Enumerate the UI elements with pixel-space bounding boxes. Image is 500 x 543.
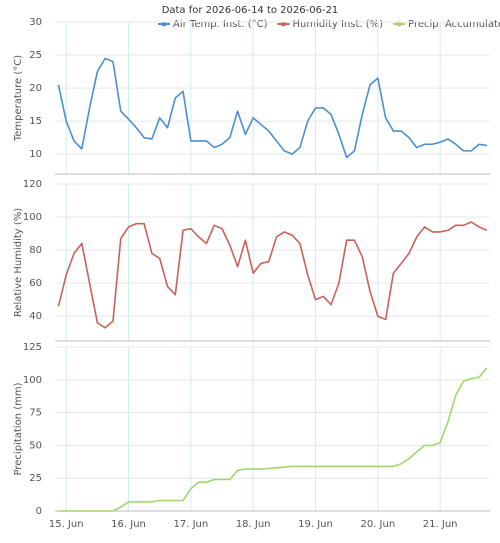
y-tick-label: 100 [23,212,42,223]
legend-marker [280,21,286,27]
y-tick-label: 100 [23,375,42,386]
y-tick-label: 125 [23,342,42,353]
y-tick-label: 120 [23,179,42,190]
x-tick-label: 17. Jun [174,519,209,530]
chart-title: Data for 2026-06-14 to 2026-06-21 [162,5,339,16]
y-axis-title: Relative Humidity (%) [13,208,24,317]
x-tick-label: 21. Jun [423,519,458,530]
legend-marker [396,21,402,27]
legend-marker [161,21,167,27]
y-tick-label: 60 [29,278,42,289]
y-tick-label: 75 [29,408,42,419]
y-tick-label: 25 [29,50,42,61]
y-tick-label: 80 [29,245,42,256]
legend-label: Air Temp. Inst. (°C) [173,19,268,30]
legend-label: Precip. Accumulated (mm) [408,19,500,30]
series-line [58,367,488,512]
y-axis-title: Temperature (°C) [13,55,24,142]
y-tick-label: 25 [29,473,42,484]
legend-label: Humidity Inst. (%) [292,19,383,30]
y-tick-label: 50 [29,440,42,451]
series-line [57,221,488,329]
x-tick-label: 15. Jun [49,519,84,530]
y-tick-label: 0 [36,506,42,517]
x-tick-label: 16. Jun [111,519,146,530]
y-tick-label: 30 [29,17,42,28]
x-tick-label: 20. Jun [360,519,395,530]
y-tick-label: 10 [29,149,42,160]
y-tick-label: 15 [29,116,42,127]
y-tick-label: 20 [29,83,42,94]
y-tick-label: 40 [29,311,42,322]
y-axis-title: Precipitation (mm) [13,382,24,475]
series-line [57,57,488,159]
x-tick-label: 18. Jun [236,519,271,530]
x-tick-label: 19. Jun [298,519,333,530]
